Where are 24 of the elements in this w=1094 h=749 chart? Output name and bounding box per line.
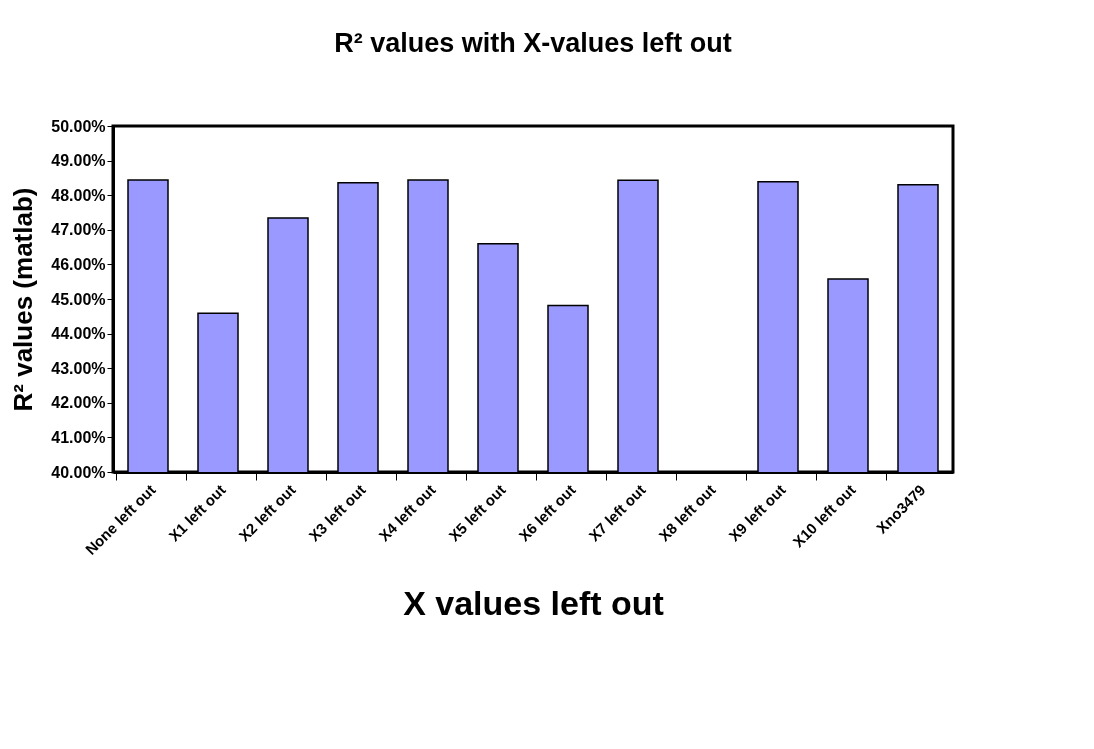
y-tick-label: 47.00% <box>51 221 106 239</box>
x-tick-label: X6 left out <box>515 481 579 545</box>
y-tick-label: 44.00% <box>51 325 106 343</box>
y-tick-label: 49.00% <box>51 152 106 170</box>
x-tick-label: X7 left out <box>585 481 649 545</box>
y-tick-label: 45.00% <box>51 290 106 308</box>
x-tick-label: X10 left out <box>789 481 859 551</box>
y-tick-label: 43.00% <box>51 359 106 377</box>
x-tick-label: X2 left out <box>235 481 299 545</box>
x-tick-label: X9 left out <box>725 481 789 545</box>
y-tick-label: 46.00% <box>51 255 106 273</box>
y-tick-label: 41.00% <box>51 428 106 446</box>
x-axis-title: X values left out <box>403 583 664 622</box>
y-tick-label: 48.00% <box>51 186 106 204</box>
x-tick-label: X3 left out <box>305 481 369 545</box>
chart-title: R² values with X-values left out <box>334 28 732 58</box>
x-tick-label: X1 left out <box>165 481 229 545</box>
x-tick-label: X8 left out <box>655 481 719 545</box>
y-axis-title: R² values (matlab) <box>8 187 39 412</box>
y-tick-label: 40.00% <box>51 463 106 481</box>
x-tick-label: X4 left out <box>375 481 439 545</box>
x-tick-label: X5 left out <box>445 481 509 545</box>
y-tick-label: 50.00% <box>51 117 106 135</box>
y-tick-label: 42.00% <box>51 394 106 412</box>
